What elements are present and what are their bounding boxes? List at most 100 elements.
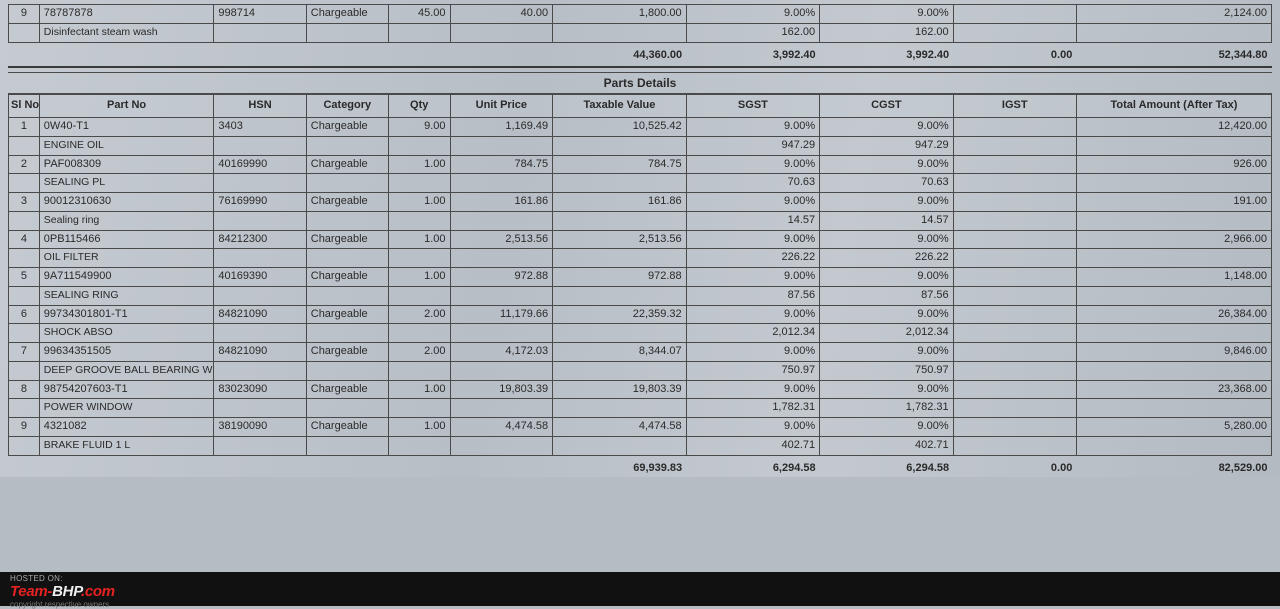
cell-unit: 11,179.66: [450, 305, 553, 324]
parts-section-title: Parts Details: [8, 72, 1272, 94]
table-row: 9432108238190090Chargeable1.004,474.584,…: [9, 418, 1272, 437]
cell-cgsta: 14.57: [820, 211, 953, 230]
cell-cgsta: 750.97: [820, 361, 953, 380]
cell-partno: 9A711549900: [39, 268, 214, 287]
cell-unit: 2,513.56: [450, 230, 553, 249]
hdr-cgst: CGST: [820, 95, 953, 118]
cell-cgsta: 87.56: [820, 286, 953, 305]
cell-cgstp: 9.00%: [820, 193, 953, 212]
cell-total: 23,368.00: [1076, 380, 1271, 399]
cell-cat: Chargeable: [306, 193, 388, 212]
cell-sl: 6: [9, 305, 40, 324]
cell-cgsta: 947.29: [820, 136, 953, 155]
cell-tax: 972.88: [553, 268, 686, 287]
hdr-cat: Category: [306, 95, 388, 118]
hdr-part: Part No: [39, 95, 214, 118]
table-row-desc: DEEP GROOVE BALL BEARING W750.97750.97: [9, 361, 1272, 380]
cell-sgsta: 402.71: [686, 436, 819, 455]
watermark-footer: HOSTED ON: Team-BHP.com copyright respec…: [0, 572, 1280, 606]
cell-tax: 1,800.00: [553, 5, 686, 24]
table-row: 10W40-T13403Chargeable9.001,169.4910,525…: [9, 118, 1272, 137]
table-row-desc: OIL FILTER226.22226.22: [9, 249, 1272, 268]
hdr-sgst: SGST: [686, 95, 819, 118]
table-row: 2PAF00830940169990Chargeable1.00784.7578…: [9, 155, 1272, 174]
parts-header-row: Sl No Part No HSN Category Qty Unit Pric…: [9, 95, 1272, 118]
cell-cgstp: 9.00%: [820, 118, 953, 137]
svc-tot-igst: 0.00: [953, 42, 1076, 64]
table-row-desc: SEALING RING87.5687.56: [9, 286, 1272, 305]
hdr-tax: Taxable Value: [553, 95, 686, 118]
cell-sl: 3: [9, 193, 40, 212]
cell-desc: Sealing ring: [39, 211, 214, 230]
cell-unit: 19,803.39: [450, 380, 553, 399]
cell-tax: 784.75: [553, 155, 686, 174]
cell-total: 12,420.00: [1076, 118, 1271, 137]
cell-hsn: 3403: [214, 118, 306, 137]
cell-unit: 784.75: [450, 155, 553, 174]
cell-sgsta: 70.63: [686, 174, 819, 193]
cell-cgstp: 9.00%: [820, 343, 953, 362]
cell-sl: 9: [9, 418, 40, 437]
cell-desc: OIL FILTER: [39, 249, 214, 268]
hdr-unit: Unit Price: [450, 95, 553, 118]
table-row: 59A71154990040169390Chargeable1.00972.88…: [9, 268, 1272, 287]
cell-total: 2,966.00: [1076, 230, 1271, 249]
hdr-hsn: HSN: [214, 95, 306, 118]
cell-sgsta: 14.57: [686, 211, 819, 230]
teambhp-logo: Team-BHP.com: [10, 583, 1270, 600]
cell-sgsta: 1,782.31: [686, 399, 819, 418]
cell-hsn: 38190090: [214, 418, 306, 437]
hosted-label: HOSTED ON:: [10, 574, 1270, 583]
cell-total: 926.00: [1076, 155, 1271, 174]
cell-partno: 90012310630: [39, 193, 214, 212]
cell-sl: 8: [9, 380, 40, 399]
cell-cgstp: 9.00%: [820, 418, 953, 437]
cell-cat: Chargeable: [306, 418, 388, 437]
cell-cat: Chargeable: [306, 268, 388, 287]
pt-tax: 69,939.83: [553, 455, 686, 477]
cell-cat: Chargeable: [306, 380, 388, 399]
cell-sgstp: 9.00%: [686, 268, 819, 287]
cell-cgsta: 1,782.31: [820, 399, 953, 418]
copyright-text: copyright respective owners: [10, 600, 1270, 609]
service-table: 9 78787878 998714 Chargeable 45.00 40.00…: [8, 4, 1272, 64]
cell-igst: [953, 418, 1076, 437]
cell-desc: POWER WINDOW: [39, 399, 214, 418]
cell-hsn: 84212300: [214, 230, 306, 249]
cell-igst: [953, 268, 1076, 287]
cell-partno: 98754207603-T1: [39, 380, 214, 399]
cell-partno: 78787878: [39, 5, 214, 24]
cell-tax: 22,359.32: [553, 305, 686, 324]
cell-hsn: 40169990: [214, 155, 306, 174]
service-totals-row: 44,360.00 3,992.40 3,992.40 0.00 52,344.…: [9, 42, 1272, 64]
cell-sgstp: 9.00%: [686, 155, 819, 174]
cell-hsn: 84821090: [214, 343, 306, 362]
cell-qty: 1.00: [388, 230, 450, 249]
cell-sgsta: 2,012.34: [686, 324, 819, 343]
cell-sgstp: 9.00%: [686, 230, 819, 249]
cell-total: 1,148.00: [1076, 268, 1271, 287]
parts-table: Sl No Part No HSN Category Qty Unit Pric…: [8, 94, 1272, 477]
cell-desc: ENGINE OIL: [39, 136, 214, 155]
table-row-desc: SHOCK ABSO2,012.342,012.34: [9, 324, 1272, 343]
cell-sgsta: 750.97: [686, 361, 819, 380]
cell-sgstp: 9.00%: [686, 380, 819, 399]
table-row-desc: SEALING PL70.6370.63: [9, 174, 1272, 193]
hdr-qty: Qty: [388, 95, 450, 118]
cell-cgstp: 9.00%: [820, 155, 953, 174]
table-row-desc: BRAKE FLUID 1 L402.71402.71: [9, 436, 1272, 455]
cell-desc: BRAKE FLUID 1 L: [39, 436, 214, 455]
table-row: 40PB11546684212300Chargeable1.002,513.56…: [9, 230, 1272, 249]
cell-sl: 1: [9, 118, 40, 137]
table-row-desc: ENGINE OIL947.29947.29: [9, 136, 1272, 155]
cell-cat: Chargeable: [306, 155, 388, 174]
cell-igst: [953, 380, 1076, 399]
cell-qty: 1.00: [388, 268, 450, 287]
cell-tax: 2,513.56: [553, 230, 686, 249]
cell-sgsta: 162.00: [686, 23, 819, 42]
cell-qty: 45.00: [388, 5, 450, 24]
cell-cgstp: 9.00%: [820, 380, 953, 399]
cell-cgstp: 9.00%: [820, 230, 953, 249]
cell-sgsta: 226.22: [686, 249, 819, 268]
cell-desc: SEALING PL: [39, 174, 214, 193]
